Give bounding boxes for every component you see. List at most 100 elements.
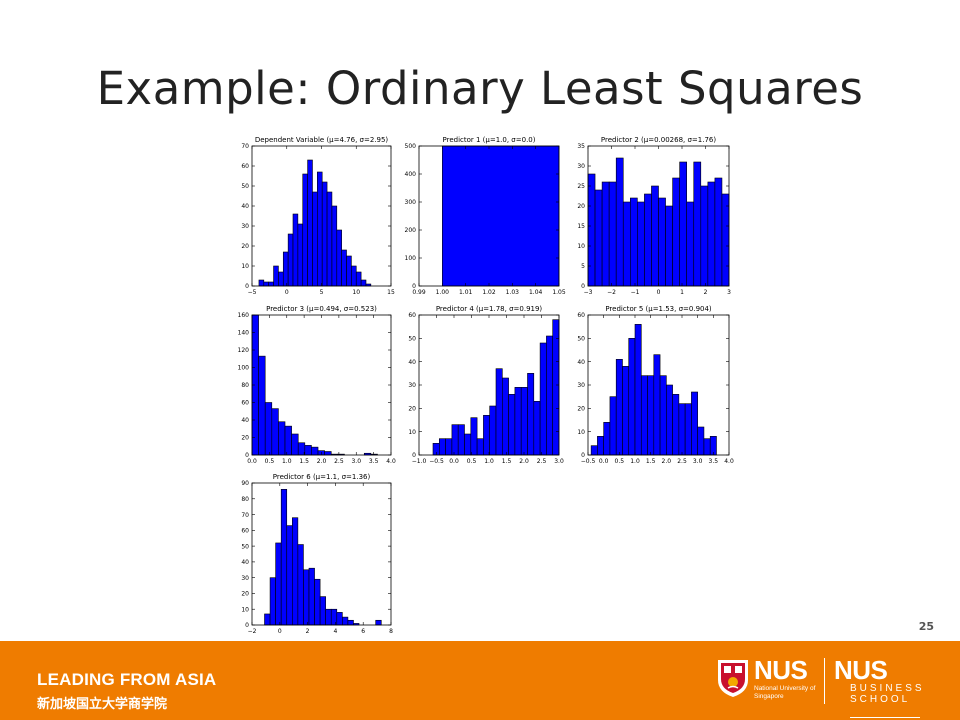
x-tick-label: −2 — [248, 628, 257, 635]
bar — [489, 405, 497, 456]
x-tick-label: 2.0 — [519, 458, 529, 465]
x-tick-label: 0.0 — [247, 458, 257, 465]
bar — [644, 193, 652, 287]
bar — [634, 324, 642, 456]
bar — [707, 181, 716, 287]
bar — [700, 185, 709, 287]
x-tick-label: 1.0 — [282, 458, 292, 465]
bar — [476, 438, 484, 456]
y-tick-label: 15 — [577, 223, 585, 230]
y-tick-label: 400 — [405, 171, 417, 178]
histogram-title: Predictor 5 (μ=1.53, σ=0.904) — [605, 305, 712, 313]
y-tick-label: 160 — [238, 312, 250, 319]
bar — [308, 567, 315, 626]
x-tick-label: 2 — [306, 628, 310, 635]
x-tick-label: 1.03 — [506, 289, 520, 296]
bar — [666, 384, 673, 456]
y-tick-label: 120 — [238, 347, 250, 354]
bar — [312, 191, 318, 287]
y-tick-label: 10 — [577, 429, 585, 436]
bar — [264, 402, 273, 456]
x-tick-label: 1.5 — [299, 458, 309, 465]
bar — [597, 436, 604, 456]
bar — [672, 394, 680, 456]
bar — [587, 173, 596, 287]
bar — [307, 159, 313, 287]
bar — [622, 366, 630, 456]
x-tick-label: 4.0 — [386, 458, 396, 465]
y-tick-label: 140 — [238, 330, 250, 337]
histogram-4: 0 20 40 60 80 100 120 140 160 0.0 0.5 1.0 1.5 2.0 2.5 3… — [238, 305, 396, 465]
bar — [679, 161, 688, 287]
y-tick-label: 10 — [577, 243, 585, 250]
bar — [278, 271, 284, 287]
bar — [651, 185, 659, 287]
bar — [693, 161, 702, 287]
y-tick-label: 40 — [577, 359, 585, 366]
y-tick-label: 60 — [577, 312, 585, 319]
bar — [658, 197, 666, 287]
bar — [278, 421, 286, 456]
bar — [552, 319, 560, 456]
x-tick-label: 0.0 — [449, 458, 459, 465]
x-tick-label: 1.0 — [484, 458, 494, 465]
x-tick-label: 1.5 — [646, 458, 656, 465]
y-tick-label: 10 — [241, 606, 249, 613]
y-tick-label: 60 — [241, 528, 249, 535]
y-tick-label: 100 — [405, 255, 417, 262]
bar — [297, 223, 304, 287]
bar — [603, 422, 611, 456]
histogram-6: 0 10 20 30 40 50 60 −0.5 0.0 0.5 1.0 1.5 2.0 2.5 3.0 3.… — [577, 305, 734, 465]
y-tick-label: 40 — [241, 559, 249, 566]
x-tick-label: 2.5 — [334, 458, 344, 465]
x-tick-label: 1.5 — [502, 458, 512, 465]
bar — [508, 394, 516, 456]
bar — [258, 355, 266, 456]
bar — [325, 608, 332, 626]
y-tick-label: 50 — [241, 543, 249, 550]
x-tick-label: 0.5 — [467, 458, 477, 465]
bar — [451, 424, 459, 456]
bar — [355, 271, 362, 287]
x-tick-label: 0.5 — [615, 458, 625, 465]
y-tick-label: 25 — [577, 183, 585, 190]
x-tick-label: 1.04 — [529, 289, 543, 296]
x-tick-label: 1.01 — [459, 289, 473, 296]
bar — [336, 229, 342, 287]
y-tick-label: 0 — [581, 452, 585, 459]
bar — [286, 525, 293, 626]
footer-tagline: LEADING FROM ASIA — [37, 670, 217, 689]
y-tick-label: 30 — [577, 163, 585, 170]
bar — [527, 373, 535, 456]
bar — [292, 517, 299, 626]
x-tick-label: 1.02 — [482, 289, 496, 296]
bar — [464, 433, 472, 456]
slide-title: Example: Ordinary Least Squares — [96, 62, 864, 115]
x-tick-label: 0.0 — [599, 458, 609, 465]
bar — [375, 619, 382, 626]
x-tick-label: 6 — [361, 628, 365, 635]
histogram-title: Predictor 3 (μ=0.494, σ=0.523) — [266, 305, 377, 313]
x-tick-label: −1.0 — [412, 458, 427, 465]
bar — [342, 616, 349, 626]
bar — [640, 375, 648, 456]
y-tick-label: 50 — [408, 336, 416, 343]
bar — [647, 375, 655, 456]
x-tick-label: 4 — [333, 628, 337, 635]
y-tick-label: 20 — [241, 435, 249, 442]
bar — [637, 201, 645, 287]
y-tick-label: 0 — [245, 622, 249, 629]
business-logo-underline — [850, 717, 920, 718]
bar — [303, 569, 310, 626]
bar — [533, 401, 541, 456]
bar — [594, 189, 603, 287]
x-tick-label: 3.0 — [693, 458, 703, 465]
bar — [263, 281, 269, 287]
bar — [721, 193, 730, 287]
y-tick-label: 80 — [241, 496, 249, 503]
bar — [347, 619, 354, 626]
x-tick-label: 2.5 — [677, 458, 687, 465]
bar — [501, 377, 509, 456]
x-tick-label: 2 — [704, 289, 708, 296]
